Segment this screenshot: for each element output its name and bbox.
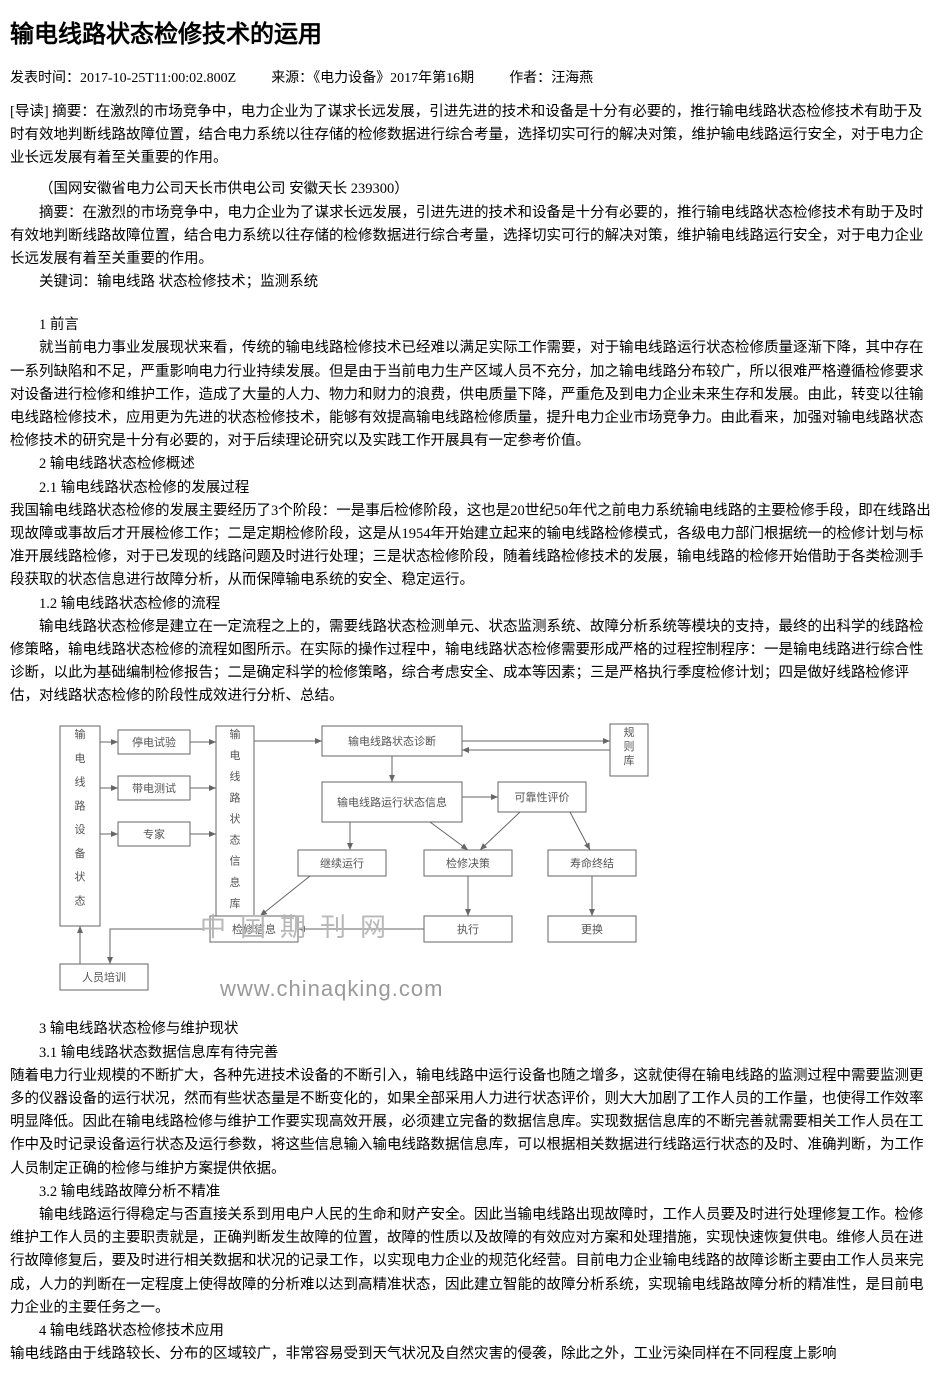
svg-text:停电试验: 停电试验	[132, 735, 176, 749]
svg-text:输电线路运行状态信息: 输电线路运行状态信息	[337, 795, 447, 809]
section-1-heading: 1 前言	[10, 314, 935, 337]
section-3-2-heading: 3.2 输电线路故障分析不精准	[10, 1181, 935, 1204]
lead-label: [导读]	[10, 104, 52, 120]
svg-text:更换: 更换	[581, 922, 603, 936]
section-2-1-heading: 2.1 输电线路状态检修的发展过程	[10, 477, 935, 500]
source-value: 《电力设备》2017年第16期	[313, 71, 474, 86]
flowchart-svg: 输电线路设备状态停电试验带电测试专家输电线路状态信息库输电线路状态诊断输电线路运…	[50, 716, 686, 1014]
svg-text:态: 态	[75, 895, 86, 908]
svg-text:状: 状	[230, 812, 241, 826]
svg-text:中国期刊网: 中国期刊网	[200, 913, 400, 942]
author-value: 汪海燕	[551, 71, 593, 86]
svg-text:电: 电	[75, 752, 86, 765]
svg-text:专家: 专家	[143, 827, 165, 841]
section-2-1-body: 我国输电线路状态检修的发展主要经历了3个阶段：一是事后检修阶段，这也是20世纪5…	[10, 500, 935, 593]
section-3-2-body: 输电线路运行得稳定与否直接关系到用电户人民的生命和财产安全。因此当输电线路出现故…	[10, 1204, 935, 1320]
svg-text:信: 信	[230, 855, 241, 868]
section-3-1-body: 随着电力行业规模的不断扩大，各种先进技术设备的不断引入，输电线路中运行设备也随之…	[10, 1065, 935, 1181]
pub-value: 2017-10-25T11:00:02.800Z	[80, 71, 236, 86]
svg-text:线: 线	[75, 775, 86, 789]
svg-text:输电线路状态诊断: 输电线路状态诊断	[348, 734, 436, 748]
section-4-heading: 4 输电线路状态检修技术应用	[10, 1320, 935, 1343]
section-4-body: 输电线路由于线路较长、分布的区域较广，非常容易受到天气状况及自然灾害的侵袭，除此…	[10, 1343, 935, 1366]
lead-text: 摘要：在激烈的市场竞争中，电力企业为了谋求长远发展，引进先进的技术和设备是十分有…	[10, 104, 924, 166]
source-label: 来源：	[271, 71, 313, 86]
flowchart-diagram: 输电线路设备状态停电试验带电测试专家输电线路状态信息库输电线路状态诊断输电线路运…	[10, 708, 935, 1018]
pub-label: 发表时间：	[10, 71, 80, 86]
section-1-2-body: 输电线路状态检修是建立在一定流程之上的，需要线路状态检测单元、状态监测系统、故障…	[10, 616, 935, 709]
page-title: 输电线路状态检修技术的运用	[10, 16, 935, 54]
svg-text:电: 电	[230, 750, 241, 763]
svg-text:人员培训: 人员培训	[82, 970, 126, 984]
svg-text:执行: 执行	[457, 922, 479, 936]
section-3-heading: 3 输电线路状态检修与维护现状	[10, 1018, 935, 1041]
svg-text:库: 库	[230, 897, 241, 910]
svg-text:继续运行: 继续运行	[320, 856, 364, 870]
section-1-body: 就当前电力事业发展现状来看，传统的输电线路检修技术已经难以满足实际工作需要，对于…	[10, 337, 935, 453]
meta-line: 发表时间：2017-10-25T11:00:02.800Z 来源：《电力设备》2…	[10, 68, 935, 90]
svg-text:备: 备	[75, 846, 86, 860]
svg-text:输: 输	[230, 727, 241, 741]
svg-text:状: 状	[75, 870, 86, 884]
svg-text:态: 态	[230, 834, 241, 847]
svg-text:规: 规	[624, 725, 635, 739]
lead-paragraph: [导读] 摘要：在激烈的市场竞争中，电力企业为了谋求长远发展，引进先进的技术和设…	[10, 101, 935, 171]
section-3-1-heading: 3.1 输电线路状态数据信息库有待完善	[10, 1042, 935, 1065]
svg-text:输: 输	[75, 727, 86, 741]
author-label: 作者：	[509, 71, 551, 86]
svg-text:息: 息	[230, 875, 241, 889]
svg-text:则: 则	[624, 740, 635, 753]
svg-text:线: 线	[230, 770, 241, 784]
svg-text:路: 路	[75, 800, 86, 813]
svg-text:寿命终结: 寿命终结	[570, 856, 614, 870]
svg-text:路: 路	[230, 792, 241, 805]
section-1-2-heading: 1.2 输电线路状态检修的流程	[10, 593, 935, 616]
abstract: 摘要：在激烈的市场竞争中，电力企业为了谋求长远发展，引进先进的技术和设备是十分有…	[10, 202, 935, 272]
affiliation: （国网安徽省电力公司天长市供电公司 安徽天长 239300）	[10, 178, 935, 201]
section-2-heading: 2 输电线路状态检修概述	[10, 453, 935, 476]
svg-text:带电测试: 带电测试	[132, 782, 176, 795]
svg-text:设: 设	[75, 823, 86, 836]
svg-text:可靠性评价: 可靠性评价	[515, 790, 570, 804]
keywords: 关键词：输电线路 状态检修技术；监测系统	[10, 271, 935, 294]
svg-text:库: 库	[624, 754, 635, 767]
svg-text:检修决策: 检修决策	[446, 856, 490, 870]
svg-text:www.chinaqking.com: www.chinaqking.com	[219, 976, 443, 1001]
